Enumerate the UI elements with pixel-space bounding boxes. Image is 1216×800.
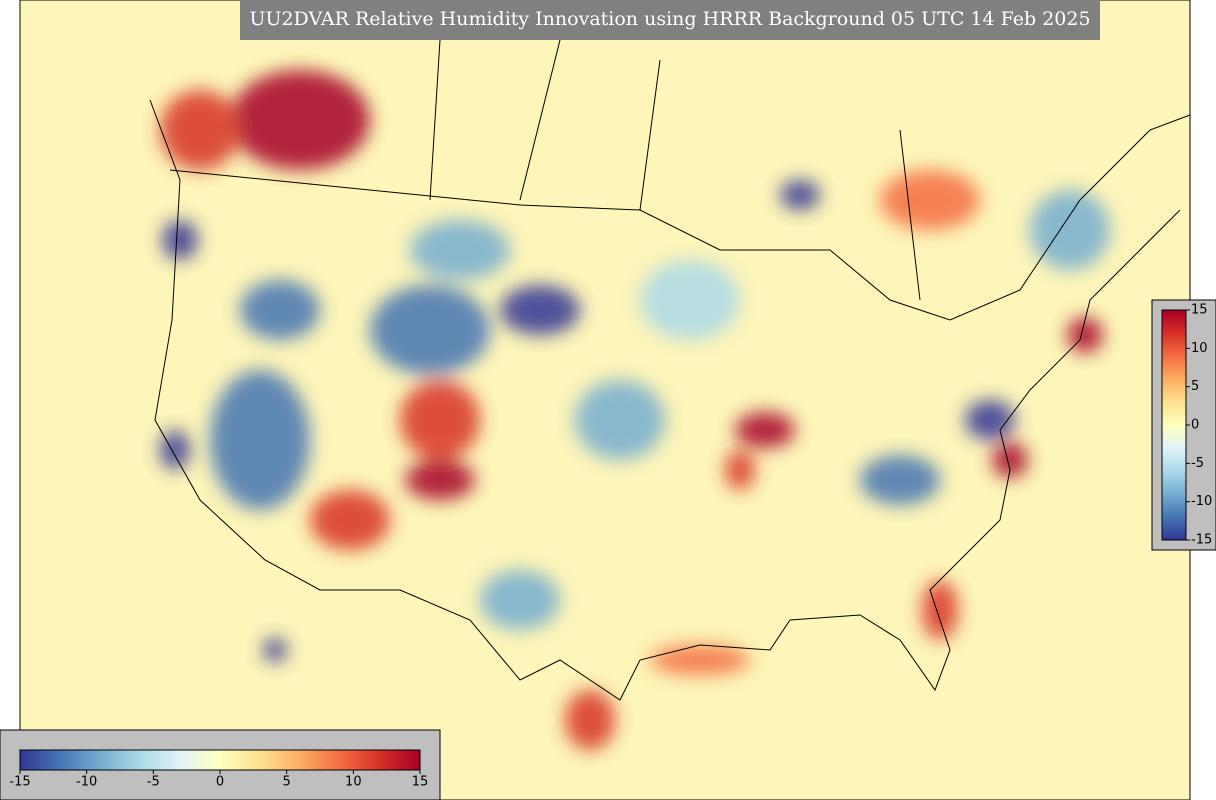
tick-label: 5 (1191, 379, 1199, 394)
map-blob (160, 90, 240, 170)
map-blob (370, 285, 490, 375)
tick-label: 15 (412, 775, 429, 790)
tick-label: -5 (1191, 456, 1204, 471)
map-blob (400, 380, 480, 460)
tick-label: 10 (345, 775, 362, 790)
map-blob (230, 70, 370, 170)
map-blob (780, 180, 820, 210)
province-line (429, 39, 921, 301)
map-blob (860, 455, 940, 505)
boundaries (149, 39, 1191, 701)
colorbar (19, 749, 421, 771)
tick-label: 10 (1191, 341, 1208, 356)
map-blob (310, 490, 390, 550)
map-blob (880, 170, 980, 230)
field-blobs (160, 70, 1110, 750)
map-blob (725, 450, 755, 490)
map-blob (922, 580, 958, 640)
title-box (240, 0, 1100, 40)
tick-label: -10 (1191, 494, 1212, 509)
title: UU2DVAR Relative Humidity Innovation usi… (249, 8, 1090, 30)
map-blob (650, 645, 750, 675)
map-blob (210, 370, 310, 510)
map-blob (160, 430, 190, 470)
border (169, 114, 1191, 321)
map-blob (992, 442, 1028, 478)
map-blob (263, 638, 287, 662)
map-blob (565, 690, 615, 750)
tick-label: 5 (283, 775, 291, 790)
tick-label: -15 (9, 775, 30, 790)
colorbars: -15 -10 -5 0 5 10 15 15 10 5 0 -5 -10 -15 (9, 303, 1212, 790)
map-blob (405, 460, 475, 500)
map-blob (575, 380, 665, 460)
map-blob (240, 280, 320, 340)
map-blob (162, 220, 198, 260)
tick-label: 15 (1191, 303, 1208, 318)
tick-label: -10 (76, 775, 97, 790)
colorbar (1161, 309, 1187, 541)
map-blob (965, 400, 1015, 440)
map-blob (1030, 190, 1110, 270)
map-blob (735, 412, 795, 448)
map-blob (410, 220, 510, 280)
tick-label: -15 (1191, 533, 1212, 548)
tick-label: -5 (147, 775, 160, 790)
tick-label: 0 (216, 775, 224, 790)
map-blob (480, 570, 560, 630)
map-blob (500, 285, 580, 335)
tick-label: 0 (1191, 418, 1199, 433)
coastline (149, 99, 1181, 701)
map-blob (640, 260, 740, 340)
